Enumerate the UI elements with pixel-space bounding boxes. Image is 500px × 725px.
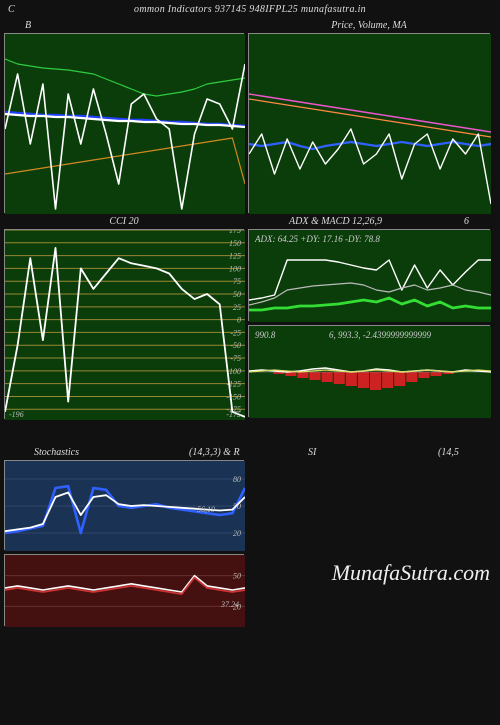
price-ma-panel: Price, Volume, MA — [248, 33, 490, 213]
price-ma-title: Price, Volume, MA — [249, 20, 489, 31]
svg-text:-175: -175 — [226, 410, 241, 419]
adx-title-text: ADX & MACD 12,26,9 — [289, 216, 382, 227]
svg-text:50: 50 — [233, 290, 241, 299]
svg-text:175: 175 — [229, 230, 241, 235]
svg-text:-50: -50 — [230, 341, 241, 350]
svg-text:56,19: 56,19 — [197, 505, 215, 514]
page-header: C ommon Indicators 937145 948IFPL25 muna… — [0, 0, 500, 19]
svg-text:25: 25 — [233, 303, 241, 312]
svg-text:6, 993.3, -2.4399999999999: 6, 993.3, -2.4399999999999 — [329, 330, 431, 340]
svg-text:75: 75 — [233, 277, 241, 286]
adx-title-right: 6 — [464, 216, 489, 227]
svg-text:-25: -25 — [230, 328, 241, 337]
svg-text:50: 50 — [233, 572, 241, 581]
svg-text:ADX: 64.25 +DY: 17.16 -DY: 7: ADX: 64.25 +DY: 17.16 -DY: 78.8 — [254, 234, 380, 244]
stoch-panel: 80502056,19 — [4, 460, 244, 550]
si-area: SI (14,5 — [248, 447, 490, 626]
cci-panel: CCI 20 1751501251007550250-25-50-75-100-… — [4, 229, 244, 419]
svg-text:125: 125 — [229, 252, 241, 261]
si-params: (14,5 — [438, 447, 459, 458]
rsi-panel: 502037.24 — [4, 554, 244, 626]
svg-text:-75: -75 — [230, 354, 241, 363]
svg-text:-196: -196 — [9, 410, 24, 419]
svg-text:990.8: 990.8 — [255, 330, 276, 340]
stoch-params: (14,3,3) & R — [189, 447, 240, 458]
svg-text:100: 100 — [229, 264, 241, 273]
si-label: SI — [308, 447, 316, 458]
header-left: C — [8, 4, 15, 15]
header-center: ommon Indicators 937145 948IFPL25 munafa… — [134, 4, 366, 15]
macd-chart: 990.8 6, 993.3, -2.4399999999999 — [249, 326, 491, 418]
svg-text:80: 80 — [233, 475, 241, 484]
svg-text:-150: -150 — [226, 392, 241, 401]
svg-text:150: 150 — [229, 239, 241, 248]
svg-text:20: 20 — [233, 529, 241, 538]
stoch-chart: 80502056,19 — [5, 461, 245, 551]
bollinger-panel: B — [4, 33, 244, 213]
price-ma-chart — [249, 34, 491, 214]
svg-text:0: 0 — [237, 316, 241, 325]
watermark: MunafaSutra.com — [332, 560, 490, 586]
macd-panel: 990.8 6, 993.3, -2.4399999999999 — [248, 325, 490, 417]
stoch-header: Stochastics (14,3,3) & R — [4, 447, 244, 460]
rsi-chart: 502037.24 — [5, 555, 245, 627]
adx-title: ADX & MACD 12,26,9 6 — [249, 216, 489, 227]
cci-chart: 1751501251007550250-25-50-75-100-125-150… — [5, 230, 245, 420]
stoch-title: Stochastics — [4, 447, 79, 458]
bollinger-chart — [5, 34, 245, 214]
cci-title: CCI 20 — [5, 216, 243, 227]
adx-chart: ADX: 64.25 +DY: 17.16 -DY: 78.8 — [249, 230, 491, 322]
adx-panel: ADX & MACD 12,26,9 6 ADX: 64.25 +DY: 17.… — [248, 229, 490, 321]
svg-text:37.24: 37.24 — [220, 600, 239, 609]
bollinger-title: B — [5, 20, 243, 31]
